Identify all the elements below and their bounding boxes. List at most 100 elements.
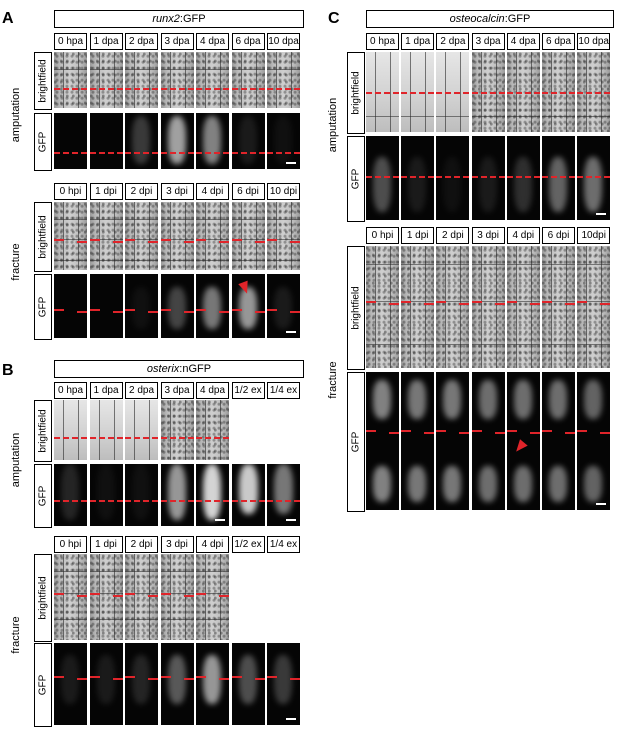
fin-ray-line [586,246,588,368]
amputation-plane-dashed-line [125,152,158,154]
segment-joint-line [436,344,470,345]
fracture-site-dashed-line [459,432,470,434]
c-frac-gfp-image [471,372,505,510]
fracture-site-dashed-line [54,309,64,311]
amputation-plane-dashed-line [125,437,158,439]
gfp-signal [274,655,292,704]
fracture-site-dashed-line [267,676,277,678]
b-frac-timepoint: 3 dpi [160,536,194,553]
c-amp-brightfield-image [366,52,399,132]
amputation-plane-dashed-line [54,239,64,241]
panel-c-amp-brightfield-box: brightfield [347,52,365,134]
amputation-plane-dashed-line [267,239,277,241]
segment-joint-line [506,116,540,117]
panel-a-amp-brightfield-label: brightfield [37,59,49,103]
fin-ray-line [515,246,517,368]
gfp-signal [203,287,221,329]
fracture-site-dashed-line [148,678,158,680]
segment-joint-line [366,116,399,117]
amputation-plane-dashed-line [54,593,64,595]
panel-a-label: A [2,10,14,27]
fracture-site-dashed-line [148,311,158,313]
fracture-site-dashed-line [542,430,552,432]
panel-b-amp-gfp-box: GFP [34,464,52,528]
segment-joint-line [89,571,123,572]
segment-joint-line [125,260,158,261]
c-amp-timepoint: 3 dpa [471,33,505,50]
panel-a-amp-brightfield-box: brightfield [34,52,52,110]
c-amp-brightfield-image [471,52,505,132]
scale-bar [596,503,607,505]
amputation-plane-dashed-line [160,152,194,154]
fracture-site-dashed-line [494,303,505,305]
fin-ray-line [425,246,427,368]
panel-b-amputation-label: amputation [10,432,22,488]
scale-bar [286,162,296,164]
segment-joint-line [577,344,611,345]
c-frac-gfp-image [401,372,435,510]
segment-joint-line [125,239,158,240]
fracture-site-dashed-line [160,309,171,311]
segment-joint-line [196,619,229,620]
c-amp-gfp-image [401,136,435,220]
fin-ray-line [410,246,412,368]
panel-c-amp-gfp-label: GFP [350,168,362,190]
c-amp-brightfield-image [401,52,435,132]
gfp-signal [238,116,257,164]
amputation-plane-dashed-line [196,152,229,154]
amputation-plane-dashed-line [196,500,229,502]
a-frac-timepoint: 4 dpi [196,183,229,200]
b-amp-gfp-image [125,464,158,526]
b-frac-brightfield-image [160,554,194,640]
fracture-site-dashed-line [267,309,277,311]
amputation-plane-dashed-line [506,92,540,94]
c-amp-gfp-image [366,136,399,220]
fin-ray-line [445,246,447,368]
a-amp-gfp-image [196,113,229,169]
segment-joint-line [436,264,470,265]
b-amp-timepoint: 2 dpa [125,382,158,399]
gfp-signal [584,466,603,502]
fin-ray-line [169,52,171,108]
b-amp-timepoint: 1/4 ex [267,382,300,399]
gfp-signal [513,380,532,419]
a-frac-gfp-image [89,274,123,338]
fin-ray-line [390,246,391,368]
fracture-site-dashed-line [254,241,265,243]
gfp-signal [584,380,603,419]
c-amp-brightfield-image [506,52,540,132]
gfp-signal [443,466,462,502]
fin-ray-line [205,52,206,108]
segment-joint-line [196,571,229,572]
segment-joint-line [54,593,87,594]
fin-ray-line [113,52,115,108]
segment-joint-line [577,116,611,117]
fracture-site-dashed-line [529,303,540,305]
fracture-site-dashed-line [77,595,87,597]
segment-joint-line [231,239,265,240]
a-frac-brightfield-image [231,202,265,270]
b-amp-timepoint: 0 hpa [54,382,87,399]
amputation-plane-dashed-line [542,92,575,94]
segment-joint-line [196,593,229,594]
fracture-site-dashed-line [125,309,135,311]
fin-ray-line [276,202,277,270]
c-frac-gfp-image [436,372,470,510]
b-amp-gfp-image [231,464,265,526]
gfp-signal [61,464,79,520]
a-amp-gfp-image [125,113,158,169]
gfp-signal [443,157,462,212]
b-amp-gfp-image [267,464,300,526]
c-amp-brightfield-image [542,52,575,132]
gfp-signal [274,116,292,164]
amputation-plane-dashed-line [160,437,194,439]
b-frac-gfp-image [125,643,158,725]
gfp-signal [132,287,150,329]
a-amp-gfp-image [89,113,123,169]
segment-joint-line [542,116,575,117]
a-frac-gfp-image [160,274,194,338]
fin-ray-line [63,52,64,108]
amputation-plane-dashed-line [366,92,399,94]
c-frac-gfp-image [542,372,575,510]
fracture-site-dashed-line [529,432,540,434]
